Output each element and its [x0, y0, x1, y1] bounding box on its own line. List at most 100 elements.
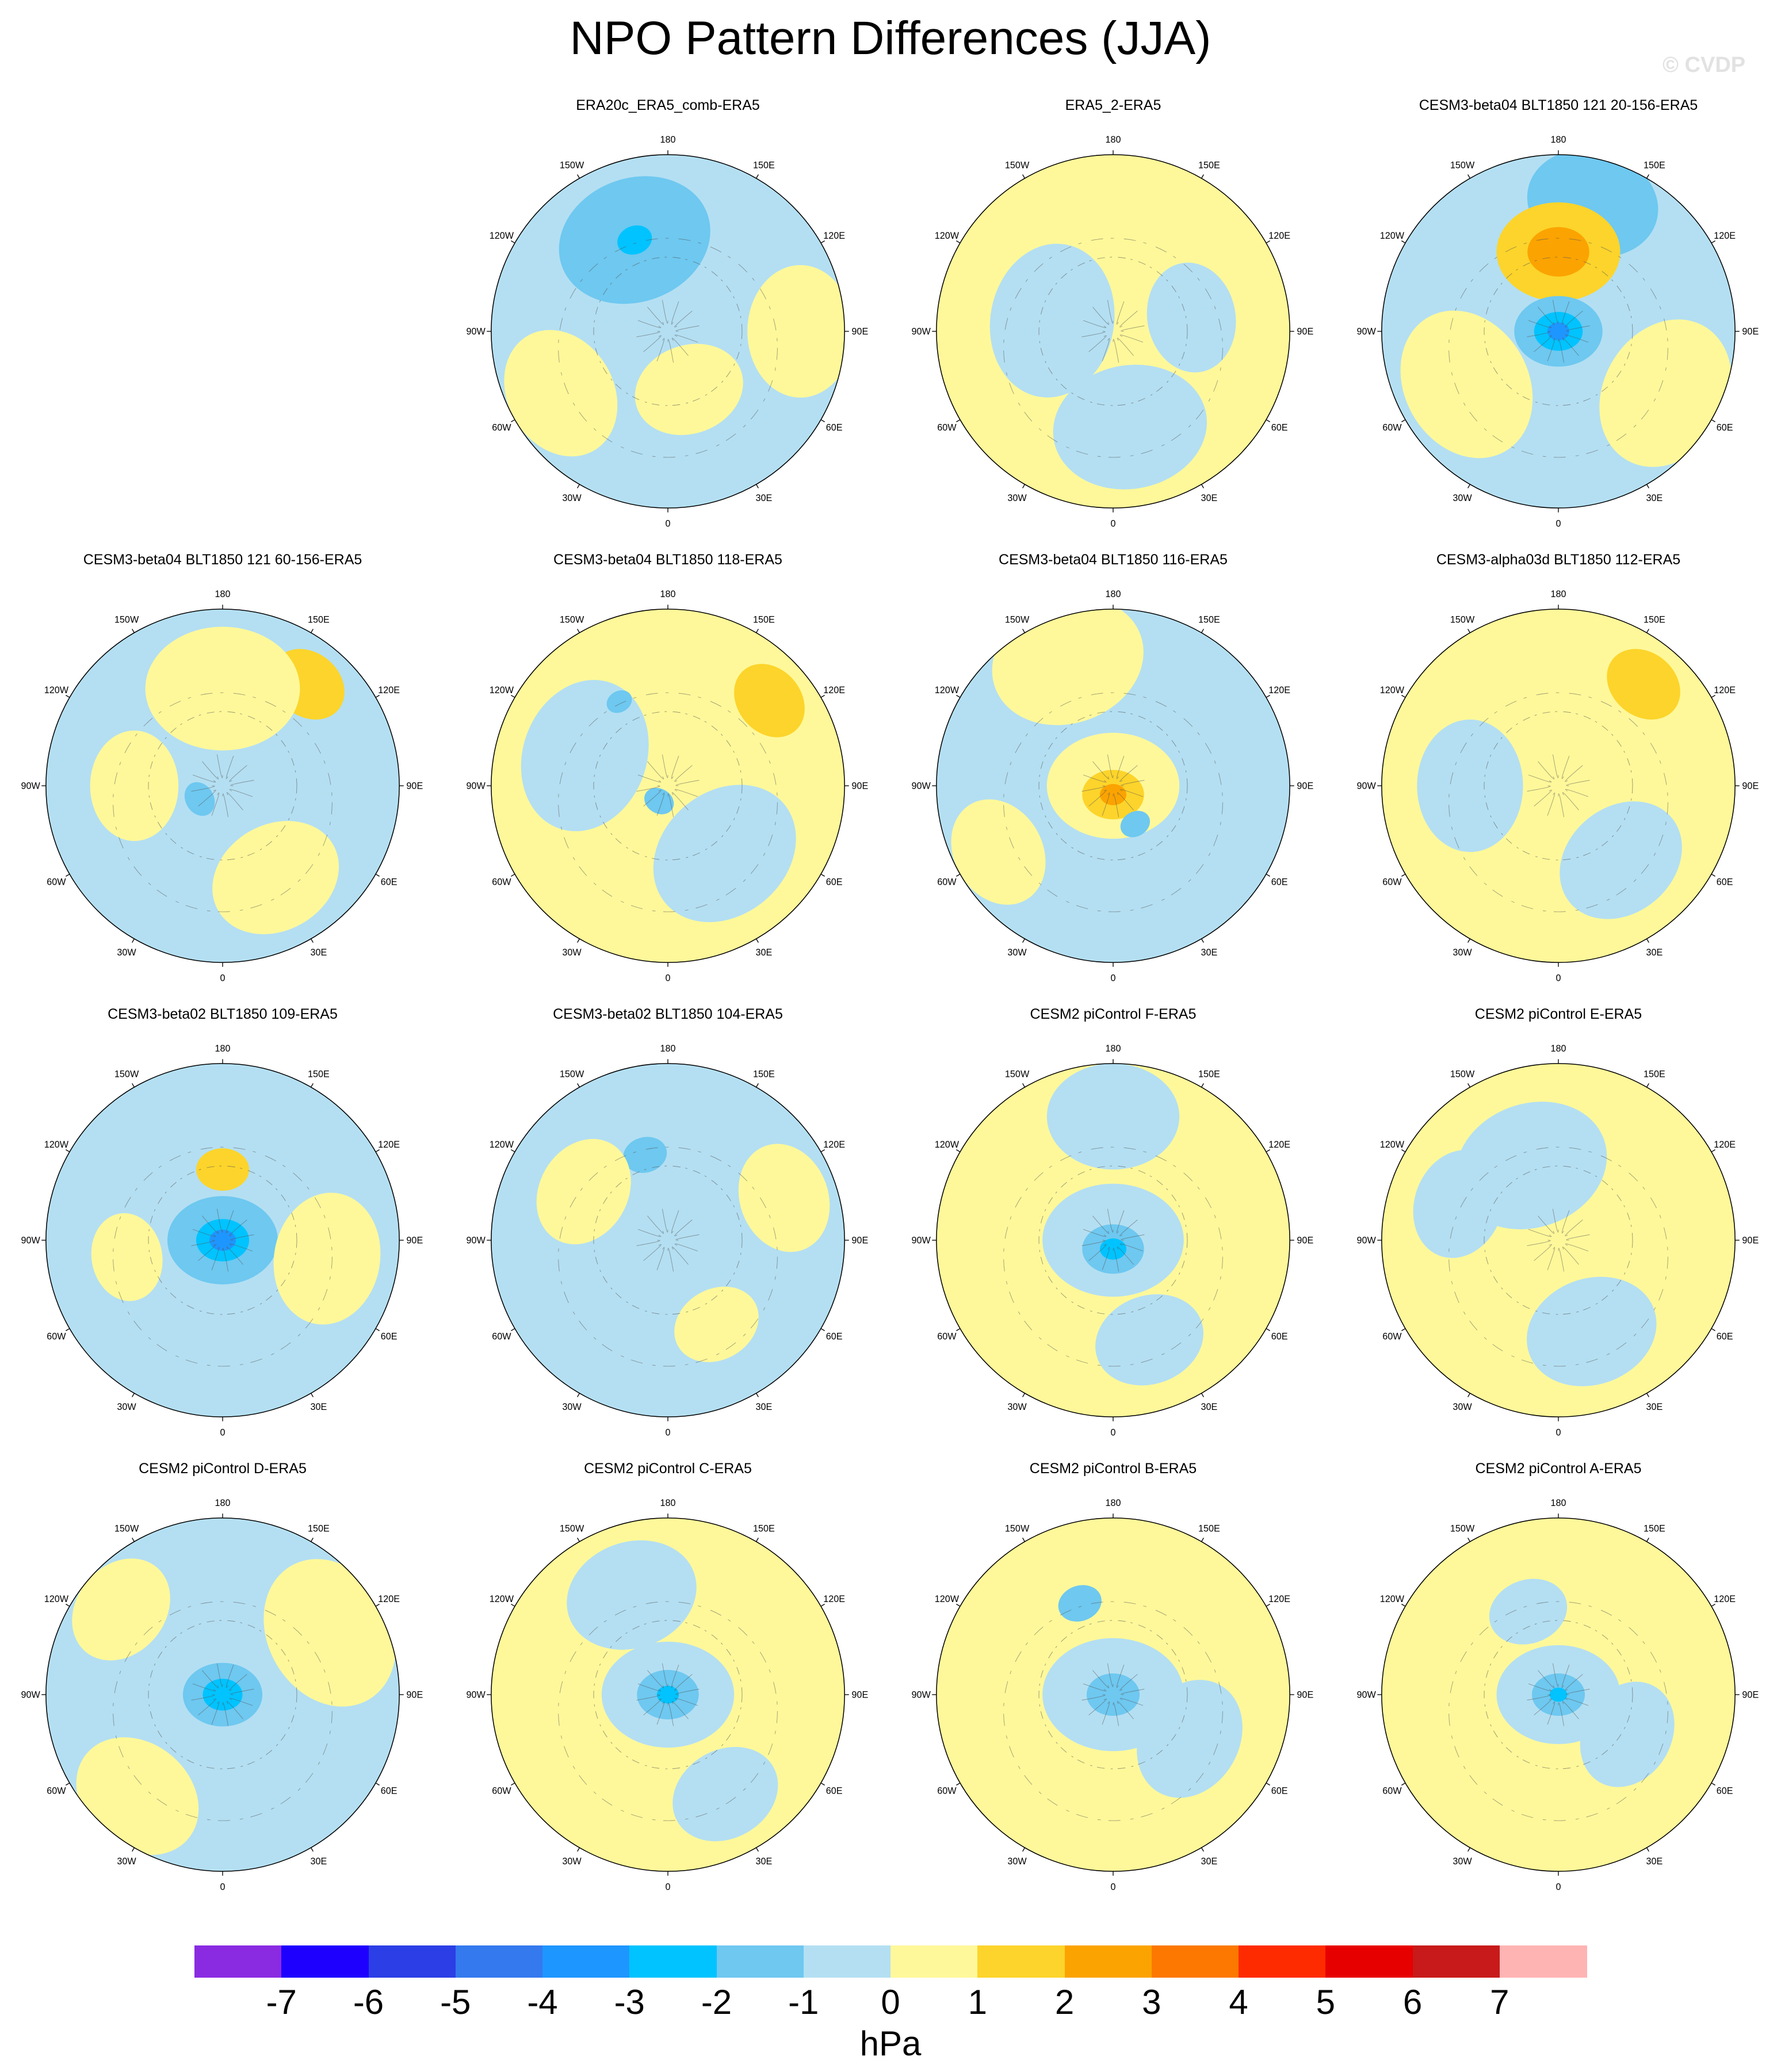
coastline [192, 1229, 216, 1237]
coastline [1566, 325, 1590, 332]
coastline [1102, 1701, 1110, 1725]
colorbar-segment [281, 1945, 369, 1978]
coastline [1527, 331, 1551, 338]
coastline [1547, 1247, 1555, 1271]
coastline [1083, 1683, 1107, 1692]
coastline [1038, 1620, 1188, 1769]
polar-map: 180 150E 120E 90E 60E 30E 0 30W 60W 90W 120W 150W [466, 589, 868, 984]
anomaly-contour [263, 1559, 396, 1707]
colorbar-units: hPa [859, 2024, 922, 2063]
anomaly-contour [1413, 1150, 1505, 1258]
lon-tick [755, 1083, 759, 1088]
lon-label: 120W [490, 1594, 514, 1604]
lon-tick [1711, 240, 1715, 244]
lon-tick [132, 1538, 135, 1542]
coastline [671, 1701, 689, 1719]
lon-label: 0 [1110, 519, 1115, 529]
coastline [1116, 301, 1125, 325]
coastline [191, 785, 215, 792]
lon-label: 90W [466, 327, 486, 337]
lon-label: 90W [1356, 1690, 1376, 1700]
coastline [558, 1601, 778, 1821]
colorbar-segment [1325, 1945, 1413, 1978]
lon-tick [956, 1328, 961, 1331]
coastline [148, 711, 297, 861]
lon-label: 30W [1007, 947, 1027, 958]
lon-label: 150E [753, 1524, 775, 1534]
lon-tick [755, 484, 759, 488]
coastline [1092, 307, 1110, 325]
anomaly-contour [1095, 1294, 1203, 1386]
coastline [1003, 1601, 1223, 1821]
lon-label: 90E [851, 1690, 868, 1700]
coastline [1527, 1694, 1551, 1701]
lon-tick [577, 484, 580, 488]
lon-label: 120W [935, 1140, 960, 1150]
coastline [1116, 1664, 1125, 1688]
coastline [656, 1701, 665, 1725]
map-panel: ERA20c_ERA5_comb-ERA5 180 150E 120E 90E 60E 30… [445, 97, 890, 545]
lon-label: 30E [311, 1856, 327, 1867]
coastline [675, 779, 700, 786]
lon-label: 150E [308, 1524, 330, 1534]
lon-label: 90E [851, 781, 868, 792]
map-border [936, 609, 1290, 963]
lon-tick [755, 1393, 759, 1397]
colorbar-tick-label: -1 [788, 1983, 819, 2021]
lon-label: 180 [1550, 589, 1566, 599]
anomaly-contour [567, 1540, 697, 1650]
coastline [1552, 300, 1559, 324]
coastline [1565, 789, 1589, 797]
lon-label: 120E [1714, 231, 1736, 241]
coastline [656, 338, 665, 362]
lon-label: 120W [44, 685, 69, 695]
panel-title: CESM3-beta04 BLT1850 121 60-156-ERA5 [83, 552, 362, 568]
lon-label: 60W [492, 877, 511, 888]
lon-label: 60W [492, 1332, 511, 1342]
coastline [198, 789, 216, 806]
lon-label: 180 [1105, 135, 1121, 145]
lon-tick [375, 695, 380, 698]
lon-label: 60E [1271, 1786, 1288, 1796]
colorbar-tick-label: -3 [614, 1983, 645, 2021]
coastline [1038, 257, 1188, 406]
lon-label: 90W [1356, 1236, 1376, 1246]
lon-label: 0 [1555, 519, 1561, 529]
coastline [647, 761, 664, 779]
lon-label: 60W [47, 1786, 66, 1796]
lon-tick [577, 1393, 580, 1397]
lon-label: 120E [378, 1140, 400, 1150]
lon-label: 30E [1201, 947, 1218, 958]
coastline [1083, 774, 1107, 783]
coastline [229, 789, 253, 797]
coastline [1565, 1674, 1583, 1691]
lon-tick [1022, 174, 1026, 179]
panel-title: CESM2 piControl C-ERA5 [584, 1461, 752, 1477]
lon-label: 150E [753, 160, 775, 171]
lon-label: 30W [117, 1856, 136, 1867]
lon-label: 60W [937, 1786, 957, 1796]
lon-label: 120E [1268, 1140, 1290, 1150]
lon-label: 60E [1717, 1786, 1733, 1796]
lon-label: 60E [1717, 423, 1733, 433]
coastline [1083, 1229, 1107, 1237]
lon-label: 60E [826, 1332, 843, 1342]
colorbar [194, 1945, 1587, 1978]
lon-label: 150W [1450, 1069, 1475, 1080]
anomaly-contour [209, 1229, 236, 1251]
lon-label: 180 [1105, 589, 1121, 599]
lon-label: 120W [1380, 685, 1405, 695]
coastline [1081, 1694, 1106, 1701]
panel-title: CESM3-beta02 BLT1850 104-ERA5 [553, 1006, 783, 1022]
lon-label: 180 [215, 1043, 230, 1054]
lon-tick [66, 873, 70, 877]
lon-label: 30W [1007, 493, 1027, 503]
colorbar-tick-label: -2 [701, 1983, 732, 2021]
coastline [1117, 1701, 1134, 1719]
lon-tick [1467, 1847, 1471, 1852]
coastline [1113, 793, 1119, 817]
lon-label: 30E [311, 1402, 327, 1412]
anomaly-contour [1137, 1680, 1243, 1798]
lon-tick [956, 1782, 961, 1786]
coastline [1538, 1215, 1555, 1234]
